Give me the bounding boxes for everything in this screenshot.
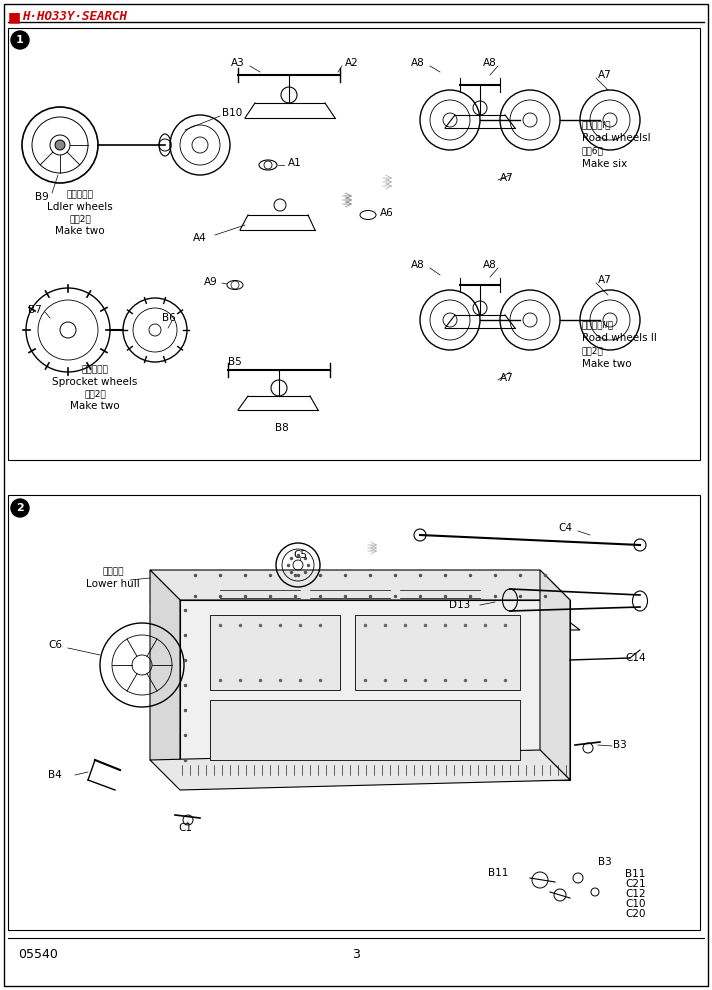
- Circle shape: [11, 499, 29, 517]
- Text: Make six: Make six: [582, 159, 627, 169]
- Text: B7: B7: [28, 305, 42, 315]
- Text: C20: C20: [625, 909, 646, 919]
- Text: A8: A8: [411, 58, 425, 68]
- Text: 《负重轮I》: 《负重轮I》: [582, 121, 612, 130]
- Text: A8: A8: [483, 260, 497, 270]
- Polygon shape: [150, 600, 580, 630]
- Text: B3: B3: [598, 857, 612, 867]
- Text: A2: A2: [345, 58, 359, 68]
- Text: A8: A8: [411, 260, 425, 270]
- Text: B10: B10: [222, 108, 242, 118]
- Text: B6: B6: [162, 313, 176, 323]
- Text: A7: A7: [500, 173, 514, 183]
- Text: Make two: Make two: [582, 359, 632, 369]
- Text: A8: A8: [483, 58, 497, 68]
- Text: 《诱导轮》: 《诱导轮》: [66, 190, 93, 200]
- Text: 制作2组: 制作2组: [69, 215, 91, 224]
- Polygon shape: [150, 750, 570, 790]
- Text: A6: A6: [380, 208, 394, 218]
- Text: B3: B3: [613, 740, 627, 750]
- Text: C5: C5: [293, 550, 307, 560]
- Text: D13: D13: [449, 600, 471, 610]
- Text: C14: C14: [625, 653, 646, 663]
- Text: 1: 1: [16, 35, 24, 45]
- Polygon shape: [150, 570, 570, 600]
- Polygon shape: [355, 615, 520, 690]
- Text: B9: B9: [35, 192, 49, 202]
- Text: 《车底》: 《车底》: [103, 567, 124, 576]
- Text: A7: A7: [598, 70, 612, 80]
- Text: C10: C10: [625, 899, 646, 909]
- Polygon shape: [210, 615, 340, 690]
- Text: A7: A7: [500, 373, 514, 383]
- Polygon shape: [150, 570, 180, 780]
- Text: C1: C1: [178, 823, 192, 833]
- Text: C12: C12: [625, 889, 646, 899]
- Text: A7: A7: [598, 275, 612, 285]
- Text: B4: B4: [48, 770, 62, 780]
- Text: 制作6组: 制作6组: [582, 147, 604, 155]
- Text: C21: C21: [625, 879, 646, 889]
- Text: A1: A1: [288, 158, 302, 168]
- Text: Road wheels II: Road wheels II: [582, 333, 657, 343]
- Text: 《负重轮II》: 《负重轮II》: [582, 321, 614, 330]
- Bar: [8, 28, 700, 460]
- Text: Make two: Make two: [56, 226, 105, 236]
- Text: A4: A4: [193, 233, 207, 243]
- Bar: [8, 495, 700, 930]
- Text: Ldler wheels: Ldler wheels: [47, 202, 113, 212]
- Text: H·HO33Y·SEARCH: H·HO33Y·SEARCH: [22, 10, 127, 23]
- Text: 3: 3: [352, 948, 360, 961]
- Text: C6: C6: [48, 640, 62, 650]
- Text: 《主动轮》: 《主动轮》: [82, 365, 108, 374]
- Text: C4: C4: [558, 523, 572, 533]
- Text: 2: 2: [16, 503, 24, 513]
- Circle shape: [55, 140, 65, 150]
- Text: B11: B11: [488, 868, 508, 878]
- Text: Road wheelsI: Road wheelsI: [582, 133, 651, 143]
- Text: Make two: Make two: [70, 401, 120, 411]
- Text: B8: B8: [275, 423, 289, 433]
- Text: A3: A3: [231, 58, 245, 68]
- Text: B5: B5: [228, 357, 242, 367]
- Text: 制作2组: 制作2组: [582, 346, 604, 355]
- Text: Sprocket wheels: Sprocket wheels: [52, 377, 137, 387]
- Text: 制作2组: 制作2组: [84, 389, 106, 399]
- Polygon shape: [210, 700, 520, 760]
- Polygon shape: [180, 600, 570, 780]
- Text: ■: ■: [8, 10, 21, 24]
- Polygon shape: [540, 570, 570, 780]
- Text: B11: B11: [625, 869, 645, 879]
- Text: A9: A9: [204, 277, 218, 287]
- Text: 05540: 05540: [18, 948, 58, 961]
- Text: Lower hull: Lower hull: [86, 579, 140, 589]
- Circle shape: [11, 31, 29, 49]
